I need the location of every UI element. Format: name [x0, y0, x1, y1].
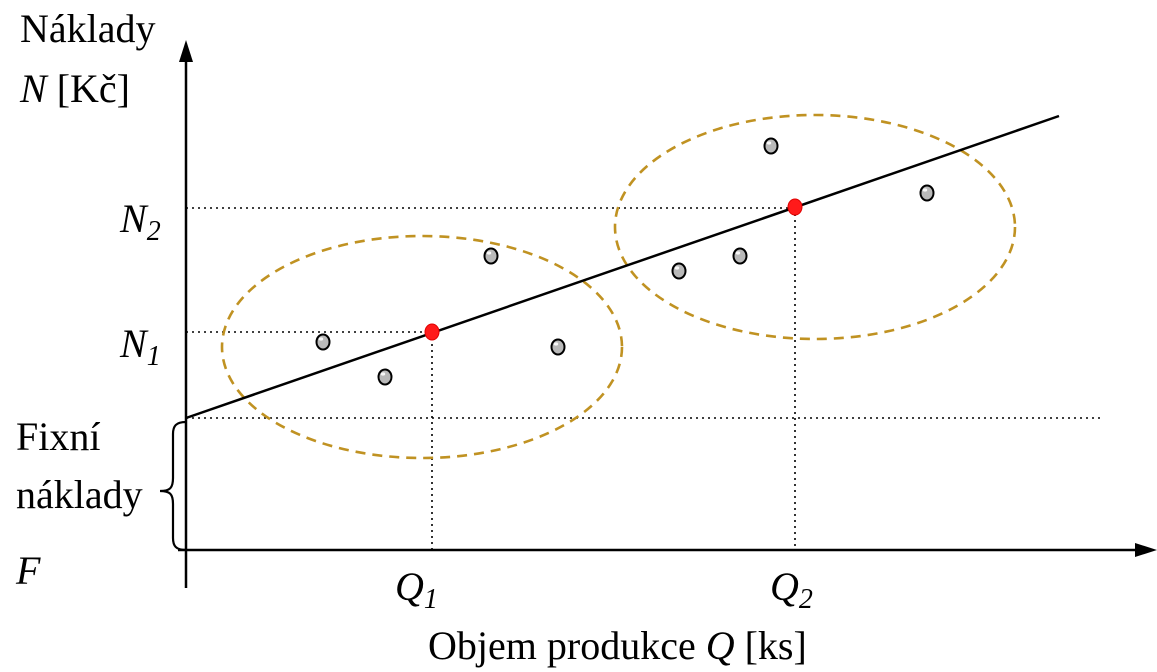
- data-point: [483, 247, 499, 265]
- regression-point-q2: [787, 198, 803, 216]
- fixed-costs-symbol: F: [15, 548, 41, 593]
- data-point: [377, 368, 393, 386]
- fixed-costs-brace: [159, 420, 187, 552]
- regression-line: [185, 114, 1060, 420]
- data-point: [315, 333, 331, 351]
- x-axis-arrowhead: [1135, 543, 1157, 557]
- cluster-ellipse-q1: [220, 234, 624, 460]
- fixed-costs-label-line1: Fixní: [16, 414, 100, 459]
- cluster-ellipse-q2: [613, 113, 1017, 341]
- y-axis-title: Náklady: [20, 6, 156, 51]
- n2-tick-label: N2: [119, 196, 161, 247]
- data-point: [550, 338, 566, 356]
- data-point: [763, 137, 779, 155]
- y-axis-unit-label: N [Kč]: [19, 66, 130, 111]
- fixed-costs-label-line2: náklady: [16, 472, 143, 517]
- regression-point-q1: [424, 323, 440, 341]
- n1-tick-label: N1: [119, 321, 161, 372]
- x-axis-title: Objem produkce Q [ks]: [428, 623, 807, 668]
- data-point: [671, 262, 687, 280]
- data-point: [919, 184, 935, 202]
- q2-tick-label: Q2: [770, 564, 813, 615]
- y-axis-arrowhead: [179, 40, 193, 62]
- data-point: [732, 247, 748, 265]
- q1-tick-label: Q1: [395, 564, 438, 615]
